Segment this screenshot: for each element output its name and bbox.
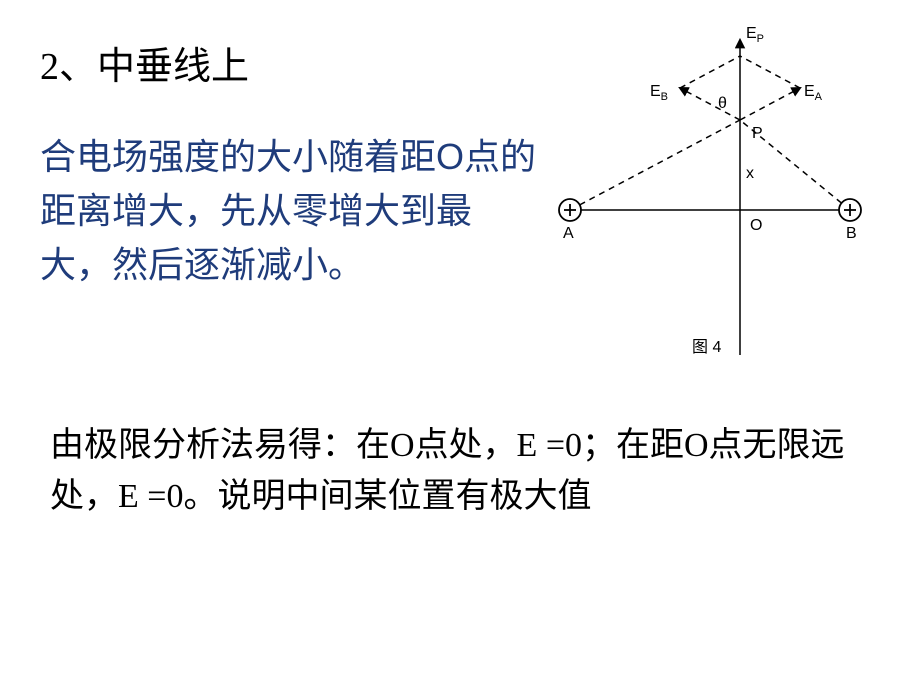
section-heading: 2、中垂线上 [40,35,249,90]
parallelogram-side-2 [680,56,740,88]
parallelogram-side-1 [740,56,800,88]
label-A: A [563,225,574,242]
label-EA: EA [804,83,823,103]
vector-EB [680,88,740,120]
vector-EA [740,88,800,120]
line-AP [570,120,740,210]
analysis-paragraph: 由极限分析法易得：在O点处，E =0；在距O点无限远处，E =0。说明中间某位置… [50,420,850,522]
label-EP: EP [746,25,764,45]
label-P: P [752,125,763,142]
dipole-figure: A B O P x θ EA EB EP 图 4 [540,10,880,380]
figure-caption: 图 4 [692,339,721,356]
label-B: B [846,225,857,242]
slide: 2、中垂线上 合电场强度的大小随着距O点的距离增大，先从零增大到最大，然后逐渐减… [0,0,920,690]
figure-svg: A B O P x θ EA EB EP 图 4 [540,10,880,380]
label-theta: θ [718,95,727,112]
label-EB: EB [650,83,668,103]
label-O: O [750,217,762,234]
label-x: x [746,165,754,182]
summary-paragraph: 合电场强度的大小随着距O点的距离增大，先从零增大到最大，然后逐渐减小。 [40,130,540,292]
